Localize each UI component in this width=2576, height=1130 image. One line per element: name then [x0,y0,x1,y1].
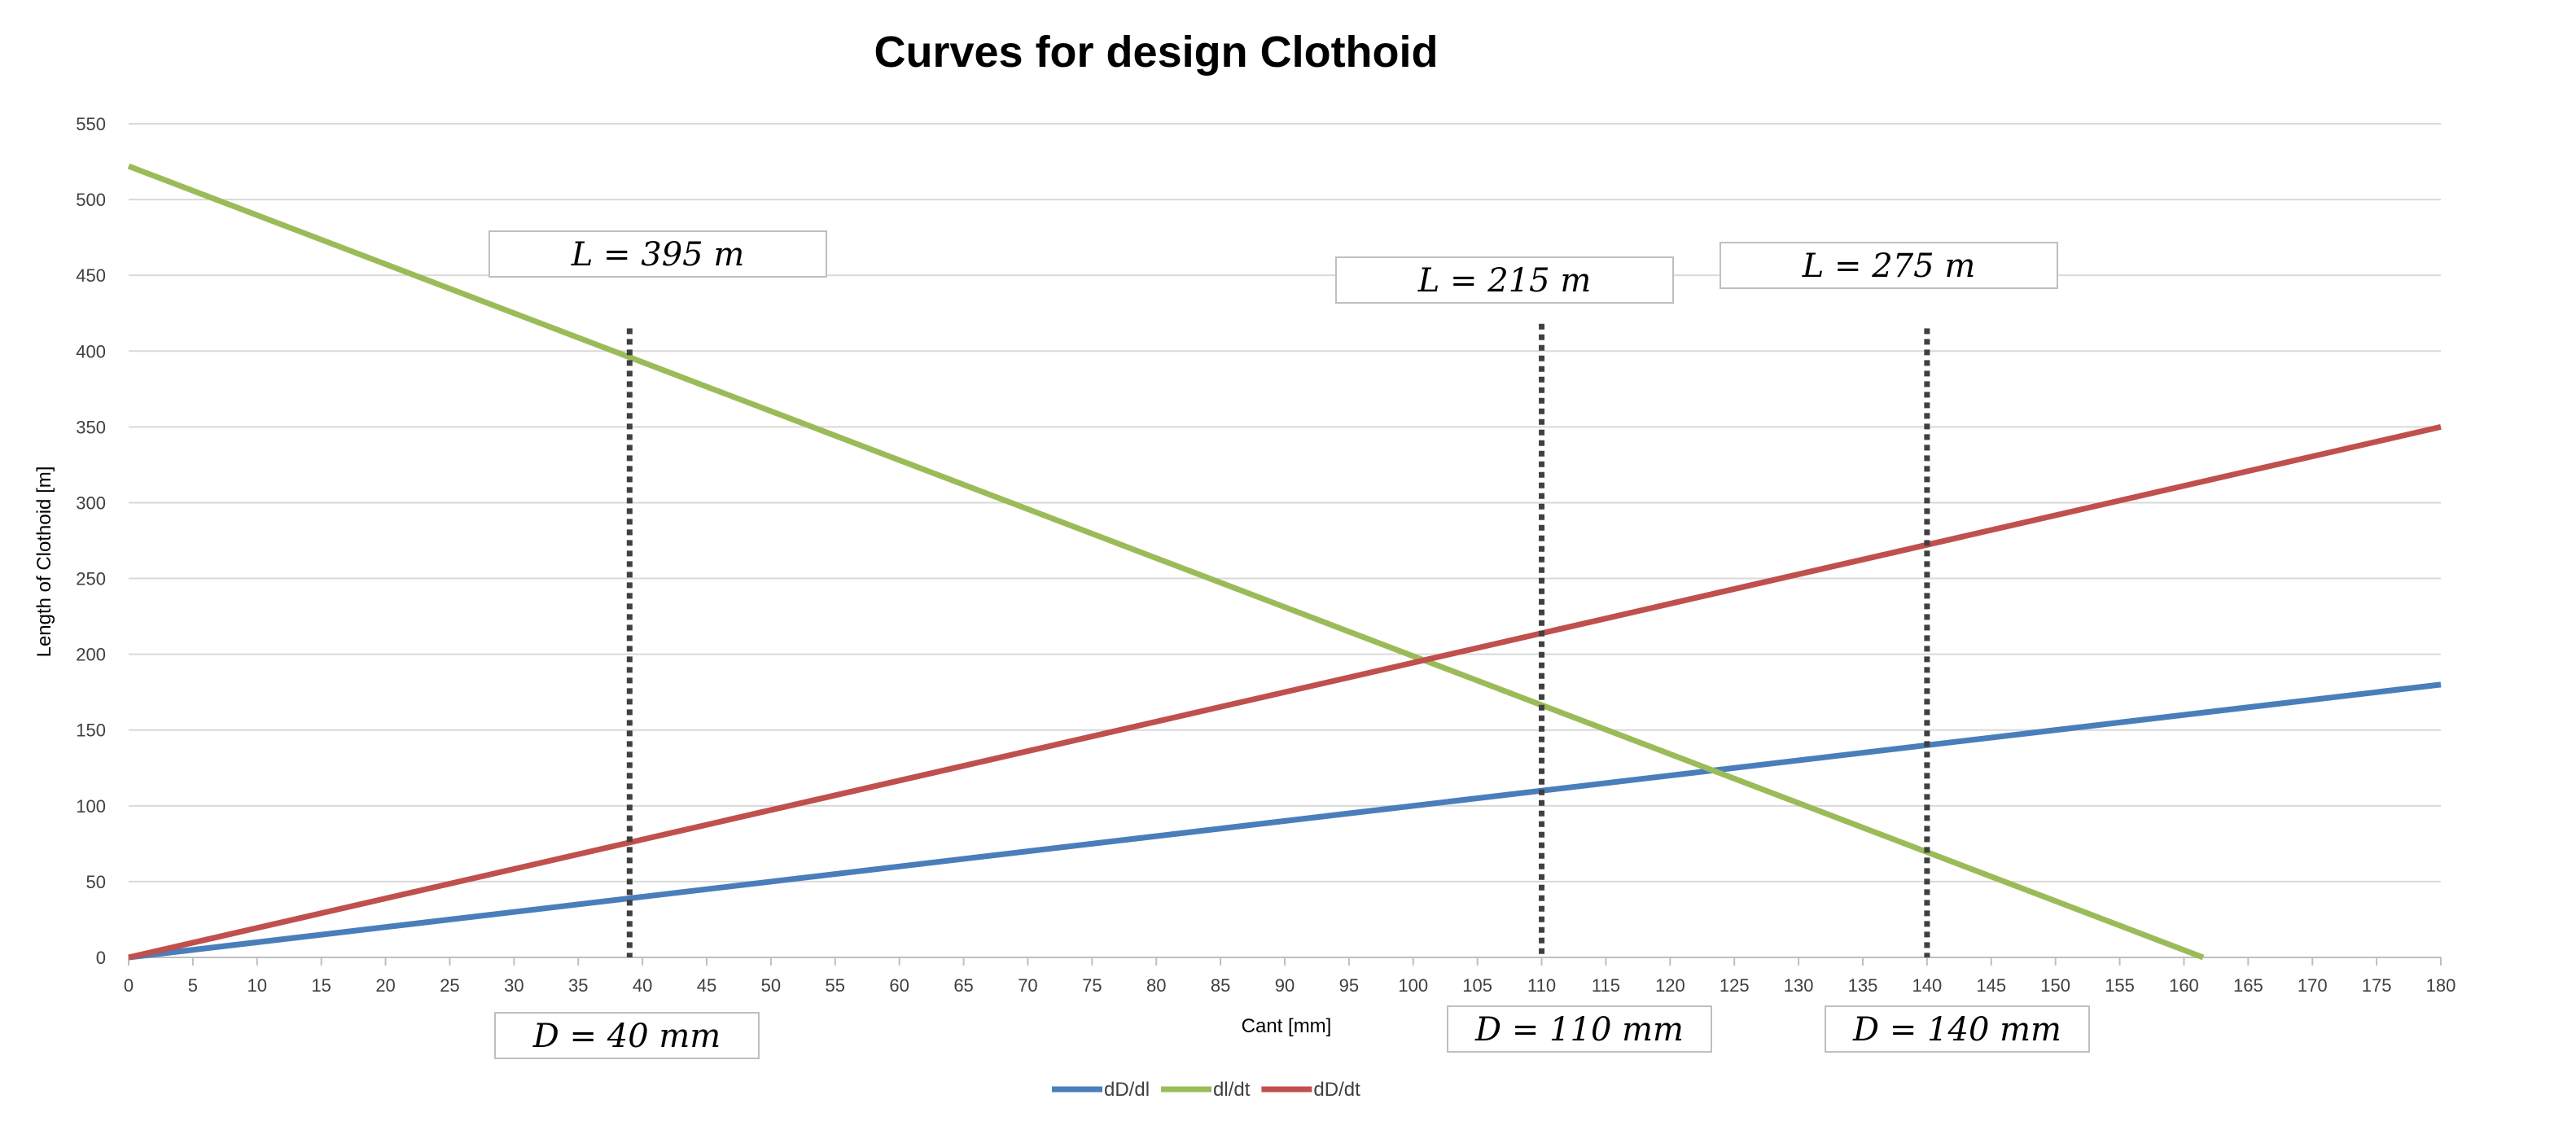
y-tick-label: 450 [76,265,106,286]
x-tick-label: 165 [2233,975,2263,996]
length-annotation-box [1720,242,2058,289]
x-tick-label: 55 [826,975,845,996]
x-tick-label: 175 [2362,975,2392,996]
axes: 0 50 100 150 200 250 300 350 400 450 500 550 0 5 10 15 2… [76,114,2456,996]
cant-annotation: D = 40 mm [532,1018,721,1055]
y-tick-label: 0 [96,948,106,968]
x-tick-label: 115 [1592,975,1620,996]
length-annotation: L = 275 m [1802,247,1976,285]
x-tick-label: 145 [1976,975,2006,996]
x-tick-label: 45 [697,975,716,996]
x-tick-label: 65 [953,975,973,996]
chart-title: Curves for design Clothoid [874,28,1438,77]
y-tick-label: 300 [76,493,106,513]
x-tick-label: 100 [1398,975,1428,996]
x-tick-label: 170 [2298,975,2328,996]
x-tick-label: 155 [2105,975,2135,996]
x-tick-label: 160 [2169,975,2199,996]
series-line-dd-dl [128,681,2442,961]
x-tick-label: 10 [248,975,267,996]
marker-lines [626,323,1930,957]
x-tick-label: 75 [1082,975,1102,996]
length-annotation: L = 395 m [571,236,745,274]
x-tick-label: 50 [761,975,781,996]
length-annotation-box [488,230,827,278]
x-tick-label: 30 [504,975,524,996]
x-tick-label: 130 [1784,975,1814,996]
x-tick-label: 110 [1527,975,1556,996]
series-lines [127,163,2442,961]
x-tick-label: 90 [1275,975,1295,996]
x-tick-label: 40 [633,975,652,996]
series-line-dd-dt [128,423,2442,961]
cant-annotation: D = 140 mm [1852,1011,2061,1049]
cant-annotation-box [1447,1005,1712,1053]
x-tick-label: 15 [311,975,331,996]
x-tick-label: 60 [889,975,909,996]
x-tick-label: 35 [568,975,588,996]
x-tick-label: 80 [1146,975,1166,996]
y-axis-label: Length of Clothoid [m] [33,466,55,658]
x-tick-label: 70 [1018,975,1037,996]
cant-annotation-box [1825,1005,2090,1053]
y-tick-label: 400 [76,341,106,361]
annotations: L = 395 m D = 40 mm L = 215 m D = 110 mm L =… [488,230,2090,1059]
x-tick-label: 0 [124,975,134,996]
x-tick-label: 180 [2426,975,2456,996]
x-tick-label: 125 [1720,975,1750,996]
y-tick-label: 200 [76,645,106,665]
legend-label: dD/dl [1104,1079,1150,1101]
x-tick-label: 5 [188,975,198,996]
x-tick-label: 150 [2040,975,2070,996]
length-annotation-box [1335,256,1674,304]
x-tick-label: 140 [1912,975,1943,996]
y-tick-label: 50 [86,872,106,892]
x-tick-label: 85 [1211,975,1230,996]
series-line-dl-dt [127,163,2205,961]
x-tick-label: 120 [1655,975,1685,996]
cant-annotation-box [494,1012,760,1059]
y-tick-label: 500 [76,190,106,210]
legend: dD/dl dl/dt dD/dt [1052,1079,1360,1101]
y-tick-label: 100 [76,796,106,817]
y-tick-label: 550 [76,114,106,134]
grid [129,123,2441,883]
y-tick-label: 150 [76,720,106,741]
x-tick-label: 25 [440,975,459,996]
legend-label: dD/dt [1313,1079,1360,1101]
x-tick-label: 105 [1462,975,1492,996]
x-tick-label: 20 [375,975,395,996]
legend-label: dl/dt [1213,1079,1251,1101]
x-tick-label: 135 [1848,975,1878,996]
x-tick-label: 95 [1339,975,1359,996]
y-tick-label: 250 [76,569,106,589]
length-annotation: L = 215 m [1417,262,1592,300]
y-tick-label: 350 [76,417,106,437]
x-axis-label: Cant [mm] [1242,1015,1332,1037]
cant-annotation: D = 110 mm [1474,1011,1684,1049]
